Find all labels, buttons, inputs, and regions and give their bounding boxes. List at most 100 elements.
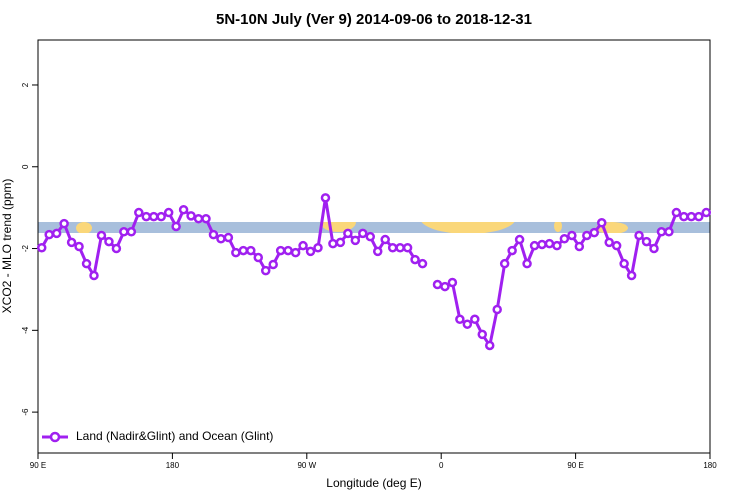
data-point xyxy=(178,204,189,215)
data-point xyxy=(51,228,62,239)
data-point xyxy=(395,242,405,253)
y-axis-label: XCO2 - MLO trend (ppm) xyxy=(0,179,14,314)
data-point xyxy=(201,213,211,224)
y-tick-label: -4 xyxy=(21,326,30,334)
data-point xyxy=(507,245,517,256)
data-point xyxy=(365,231,376,242)
data-point xyxy=(223,232,234,243)
data-point xyxy=(126,227,137,237)
y-tick-label: 0 xyxy=(21,164,30,169)
data-point xyxy=(350,235,361,246)
data-point xyxy=(440,281,450,292)
data-point xyxy=(641,236,652,247)
data-point xyxy=(260,265,271,276)
data-point xyxy=(89,270,99,281)
data-point xyxy=(81,258,92,269)
data-point xyxy=(529,240,540,251)
data-point xyxy=(649,243,659,254)
y-tick-label: 2 xyxy=(21,82,30,87)
data-point xyxy=(514,234,525,245)
data-point xyxy=(156,211,166,222)
data-point xyxy=(171,221,181,232)
x-axis-label: Longitude (deg E) xyxy=(326,476,421,490)
data-point xyxy=(499,258,510,269)
data-point xyxy=(216,233,226,244)
data-point xyxy=(664,227,674,237)
data-point xyxy=(656,227,667,237)
data-point xyxy=(694,211,704,222)
data-point xyxy=(470,314,480,325)
data-point xyxy=(604,237,614,248)
chart-title: 5N-10N July (Ver 9) 2014-09-06 to 2018-1… xyxy=(216,11,532,28)
data-point xyxy=(74,241,84,252)
data-point xyxy=(134,207,144,218)
data-point xyxy=(268,259,278,270)
x-tick-label: 90 E xyxy=(30,461,46,470)
data-point xyxy=(36,242,47,253)
data-point xyxy=(238,245,249,256)
data-point xyxy=(455,314,465,325)
legend-swatch-marker xyxy=(49,431,61,443)
x-tick-label: 180 xyxy=(703,461,717,470)
x-tick-label: 180 xyxy=(166,461,180,470)
data-point xyxy=(671,207,682,218)
data-point xyxy=(111,243,122,254)
data-point xyxy=(328,238,338,249)
data-point xyxy=(611,240,622,251)
land-ocean-mask xyxy=(38,222,710,233)
data-point xyxy=(574,241,585,252)
data-point xyxy=(701,207,712,218)
y-tick-label: -6 xyxy=(21,408,30,416)
data-point xyxy=(484,340,495,351)
data-point xyxy=(163,207,174,218)
data-point xyxy=(537,239,547,250)
data-point xyxy=(679,211,689,222)
data-point xyxy=(104,236,114,247)
data-point xyxy=(141,211,152,222)
data-point xyxy=(567,230,577,241)
data-point xyxy=(582,230,592,241)
legend-label: Land (Nadir&Glint) and Ocean (Glint) xyxy=(76,429,273,443)
data-point xyxy=(186,211,196,221)
data-point xyxy=(44,229,54,240)
legend: Land (Nadir&Glint) and Ocean (Glint) xyxy=(42,429,273,443)
data-point xyxy=(66,237,77,248)
data-point xyxy=(246,245,256,256)
data-point xyxy=(380,234,390,245)
data-point xyxy=(462,319,473,329)
data-point xyxy=(358,228,368,239)
data-point xyxy=(59,218,69,229)
data-point xyxy=(343,228,353,239)
data-point xyxy=(477,329,488,340)
data-point xyxy=(335,237,346,248)
data-point xyxy=(522,258,532,269)
data-point xyxy=(552,240,562,251)
data-point xyxy=(596,218,607,228)
y-tick-label: -2 xyxy=(21,244,30,252)
data-point xyxy=(275,245,286,256)
data-point xyxy=(119,227,129,237)
data-point xyxy=(290,247,301,258)
data-point xyxy=(492,304,502,315)
data-point xyxy=(686,211,697,222)
data-point xyxy=(544,238,555,249)
data-point xyxy=(320,193,331,203)
data-point xyxy=(447,277,458,288)
data-point xyxy=(208,229,219,240)
data-point xyxy=(298,240,308,251)
data-point xyxy=(626,270,637,281)
data-point xyxy=(283,245,293,256)
data-point xyxy=(619,258,629,269)
data-point xyxy=(305,246,316,257)
data-point xyxy=(372,246,383,257)
data-point xyxy=(402,242,413,253)
data-point xyxy=(193,213,204,224)
data-point xyxy=(589,227,600,238)
data-point xyxy=(410,254,420,265)
data-point xyxy=(148,211,159,222)
data-point xyxy=(432,279,443,290)
data-point xyxy=(253,252,264,263)
x-tick-label: 90 W xyxy=(297,461,316,470)
data-point xyxy=(313,242,323,253)
data-point xyxy=(417,258,428,269)
